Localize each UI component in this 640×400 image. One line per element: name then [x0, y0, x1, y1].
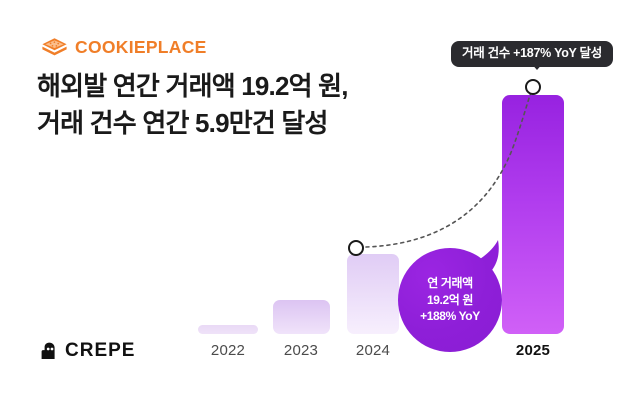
- data-marker-2025: [525, 79, 541, 95]
- cookieplace-logo: COOKIEPLACE: [41, 37, 207, 59]
- crepe-name: CREPE: [65, 340, 136, 361]
- bar-2023: [273, 300, 330, 334]
- bubble-line-2: 19.2억 원: [427, 292, 473, 307]
- cookie-sandwich-icon: [41, 37, 68, 59]
- brand-name: COOKIEPLACE: [75, 37, 207, 58]
- x-axis-label-2023: 2023: [283, 342, 319, 359]
- bubble-text: 연 거래액 19.2억 원 +188% YoY: [398, 248, 502, 352]
- x-axis-label-2022: 2022: [210, 342, 246, 359]
- crepe-logo: CREPE: [40, 341, 135, 360]
- crepe-mark-icon: [40, 342, 59, 360]
- badge-tail-icon: [530, 62, 544, 70]
- x-axis-label-2024: 2024: [355, 342, 391, 359]
- page-title: 해외발 연간 거래액 19.2억 원, 거래 건수 연간 5.9만건 달성: [37, 68, 467, 142]
- gmv-callout-bubble: 연 거래액 19.2억 원 +188% YoY: [398, 240, 526, 352]
- bubble-line-1: 연 거래액: [427, 276, 473, 291]
- data-marker-2024: [348, 240, 364, 256]
- headline-line-2: 거래 건수 연간 5.9만건 달성: [37, 107, 328, 138]
- bar-2022: [198, 325, 258, 334]
- bubble-line-3: +188% YoY: [420, 309, 480, 324]
- headline-line-1: 해외발 연간 거래액 19.2억 원,: [37, 71, 349, 101]
- bubble-shape: [398, 248, 502, 352]
- x-axis-label-2025: 2025: [515, 342, 551, 359]
- yoy-count-badge: 거래 건수 +187% YoY 달성: [451, 41, 613, 67]
- bar-2024: [347, 254, 399, 334]
